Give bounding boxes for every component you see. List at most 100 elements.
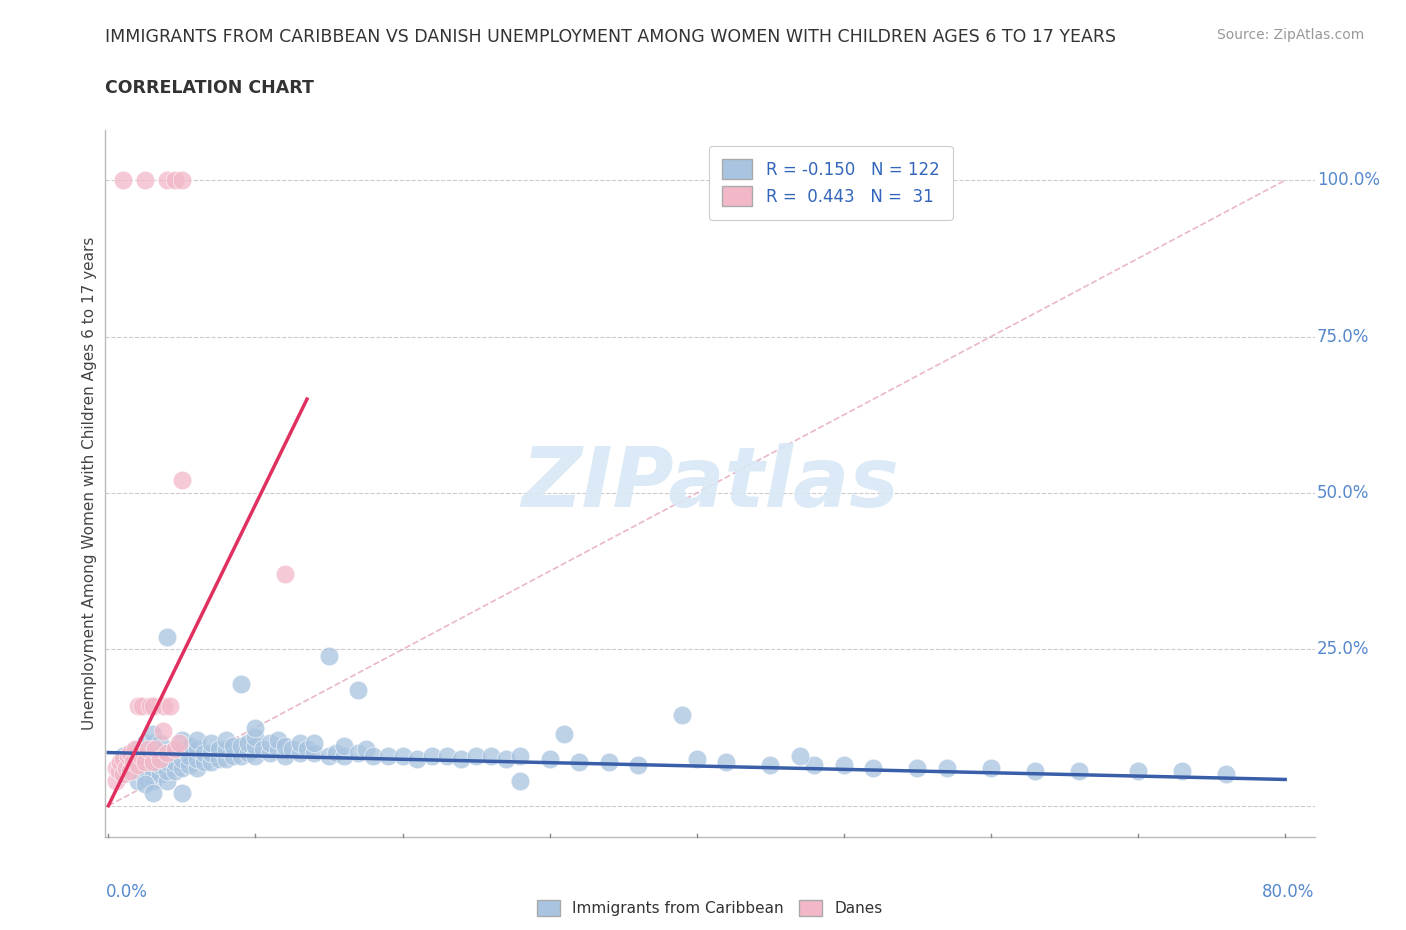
Point [141, 736, 163, 751]
Point [318, 749, 340, 764]
Point [153, 698, 176, 713]
Point [149, 767, 172, 782]
Point [229, 676, 252, 691]
Point [266, 742, 288, 757]
Point [304, 736, 326, 751]
Point [134, 761, 156, 776]
Point [671, 708, 693, 723]
Point [479, 749, 502, 764]
Point [141, 745, 163, 760]
Point [200, 745, 222, 760]
Point [627, 758, 650, 773]
Point [134, 173, 156, 188]
Point [332, 738, 354, 753]
Point [200, 736, 222, 751]
Point [789, 749, 811, 764]
Point [138, 698, 160, 713]
Point [377, 749, 399, 764]
Point [274, 567, 297, 582]
Point [208, 751, 231, 766]
Point [170, 742, 193, 757]
Text: 25.0%: 25.0% [1317, 641, 1369, 658]
Point [325, 745, 347, 760]
Point [179, 749, 201, 764]
Point [274, 749, 297, 764]
Point [170, 173, 193, 188]
Point [832, 758, 855, 773]
Point [862, 761, 884, 776]
Point [495, 751, 517, 766]
Point [245, 738, 267, 753]
Y-axis label: Unemployment Among Women with Children Ages 6 to 17 years: Unemployment Among Women with Children A… [82, 237, 97, 730]
Point [935, 761, 957, 776]
Point [141, 754, 163, 769]
Point [149, 736, 172, 751]
Point [134, 770, 156, 785]
Point [406, 751, 429, 766]
Point [120, 758, 142, 773]
Point [120, 745, 142, 760]
Point [361, 749, 384, 764]
Point [215, 751, 238, 766]
Point [759, 758, 782, 773]
Text: 50.0%: 50.0% [1317, 484, 1369, 502]
Point [149, 751, 172, 766]
Point [167, 736, 190, 751]
Point [149, 758, 172, 773]
Point [215, 742, 238, 757]
Point [229, 749, 252, 764]
Point [266, 733, 288, 748]
Point [145, 742, 167, 757]
Point [112, 767, 135, 782]
Point [149, 749, 172, 764]
Point [115, 761, 138, 776]
Point [134, 736, 156, 751]
Point [288, 736, 311, 751]
Point [131, 698, 153, 713]
Point [141, 726, 163, 741]
Point [170, 761, 193, 776]
Point [179, 758, 201, 773]
Point [127, 698, 149, 713]
Point [122, 754, 145, 769]
Point [112, 767, 135, 782]
Point [156, 630, 179, 644]
Point [803, 758, 825, 773]
Point [245, 729, 267, 744]
Point [170, 473, 193, 488]
Point [465, 749, 488, 764]
Point [104, 761, 127, 776]
Point [332, 749, 354, 764]
Point [127, 758, 149, 773]
Text: IMMIGRANTS FROM CARIBBEAN VS DANISH UNEMPLOYMENT AMONG WOMEN WITH CHILDREN AGES : IMMIGRANTS FROM CARIBBEAN VS DANISH UNEM… [105, 28, 1116, 46]
Point [245, 720, 267, 735]
Point [236, 745, 259, 760]
Point [108, 754, 131, 769]
Point [186, 751, 208, 766]
Point [1126, 764, 1149, 778]
Text: Source: ZipAtlas.com: Source: ZipAtlas.com [1216, 28, 1364, 42]
Point [318, 648, 340, 663]
Point [120, 764, 142, 778]
Point [347, 745, 370, 760]
Point [304, 745, 326, 760]
Legend: Immigrants from Caribbean, Danes: Immigrants from Caribbean, Danes [531, 894, 889, 923]
Point [229, 738, 252, 753]
Point [347, 683, 370, 698]
Text: ZIPatlas: ZIPatlas [522, 443, 898, 525]
Point [436, 749, 458, 764]
Text: 100.0%: 100.0% [1317, 171, 1381, 189]
Point [686, 751, 709, 766]
Point [420, 749, 443, 764]
Point [120, 749, 142, 764]
Point [112, 749, 135, 764]
Point [391, 749, 413, 764]
Point [152, 724, 174, 738]
Point [281, 742, 304, 757]
Point [208, 742, 231, 757]
Point [112, 751, 135, 766]
Point [200, 754, 222, 769]
Point [141, 786, 163, 801]
Point [112, 761, 135, 776]
Point [222, 749, 245, 764]
